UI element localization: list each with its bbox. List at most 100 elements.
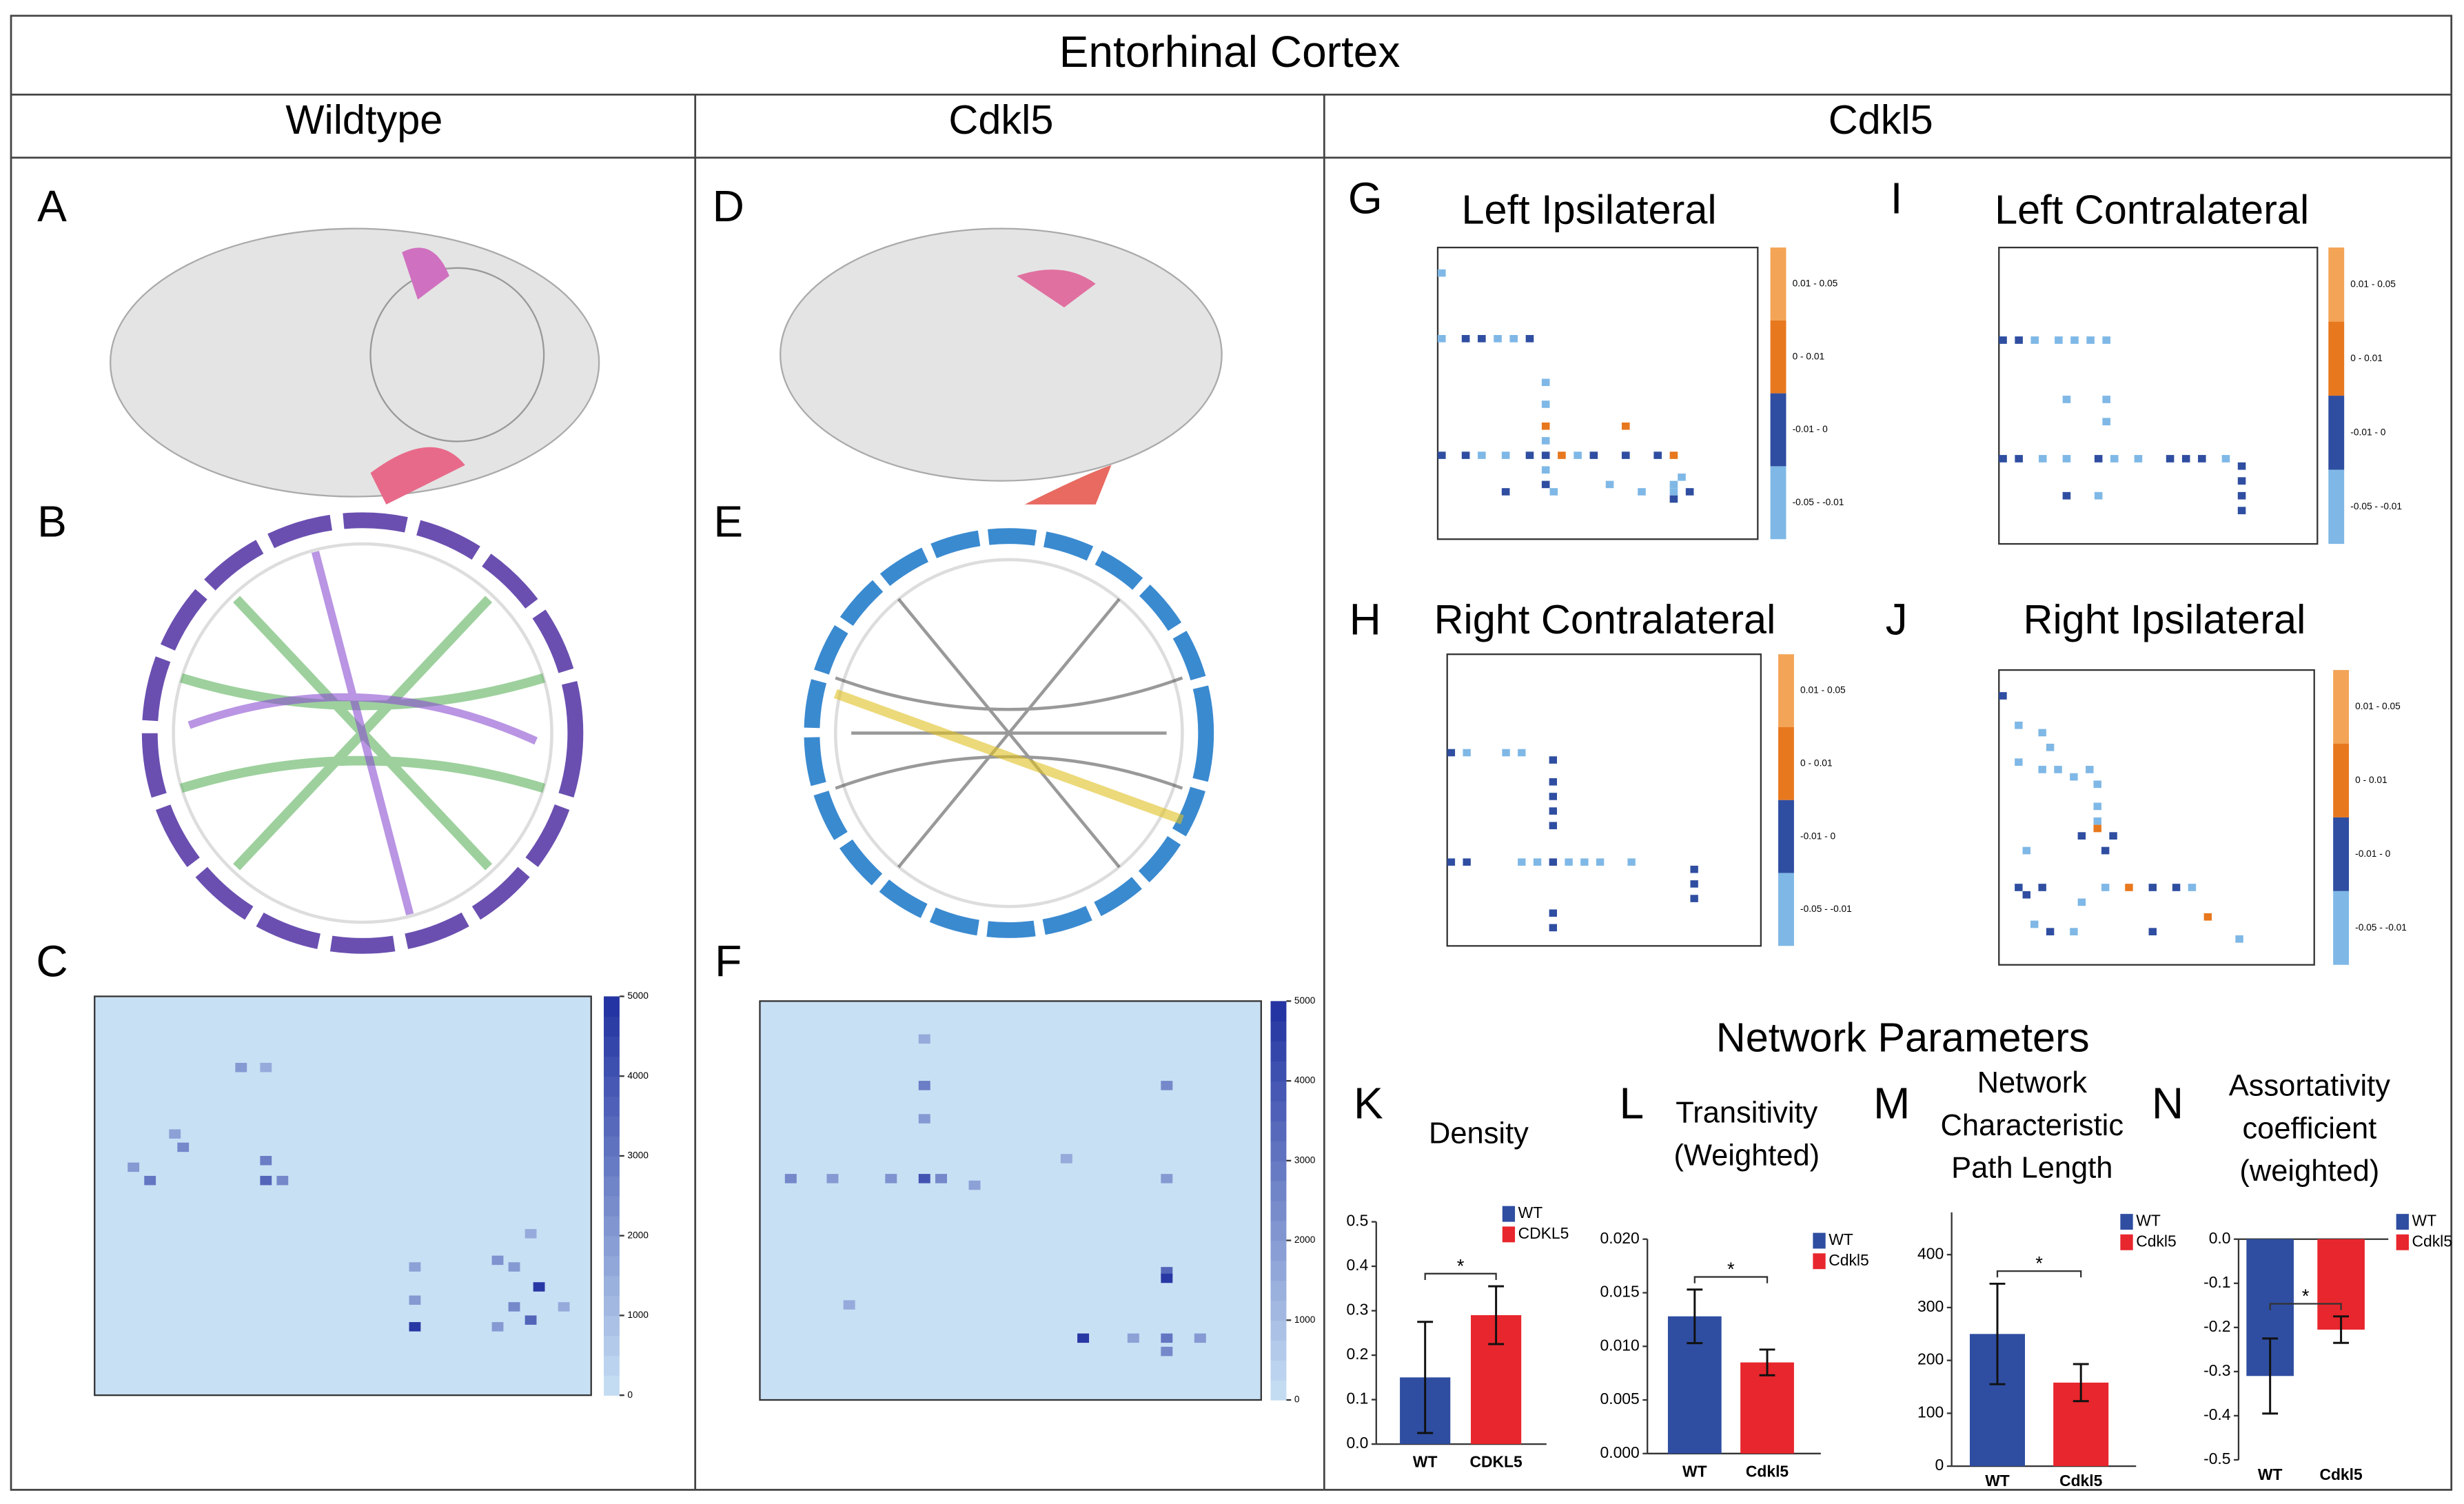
significance-mark: * (2302, 1285, 2310, 1307)
matrix-cell (2148, 884, 2157, 891)
colorbar-step (604, 1235, 620, 1257)
matrix-cell (1589, 451, 1598, 459)
matrix-cell (2094, 455, 2103, 463)
significance-bracket (1996, 1270, 2082, 1278)
colorbar-segment (2333, 817, 2350, 891)
colorbar-label: -0.01 - 0 (2350, 427, 2385, 437)
matrix-cell (1541, 422, 1550, 430)
matrix-cell (1463, 858, 1471, 866)
matrix-cell (1549, 756, 1558, 764)
matrix-cell (2109, 832, 2117, 840)
significance-bracket (1424, 1272, 1497, 1280)
heatmap-cell (885, 1174, 897, 1183)
matrix-cell (2110, 455, 2119, 463)
matrix-cell (1565, 858, 1573, 866)
y-tick-label: -0.1 (2203, 1273, 2230, 1291)
matrix-cell (2015, 884, 2023, 891)
colorbar-label: -0.01 - 0 (1800, 831, 1835, 841)
colorbar-segment (2333, 891, 2350, 965)
colorbar-step (1270, 1001, 1287, 1022)
brain-render (109, 227, 1223, 505)
matrix-cell (2022, 846, 2031, 855)
matrix-cell (1478, 335, 1486, 343)
matrix-cell (1541, 437, 1550, 445)
panel-letter: C (36, 937, 68, 986)
colorbar-segment (2328, 469, 2345, 545)
colorbar-step (1270, 1041, 1287, 1061)
matrix-cell (1461, 451, 1470, 459)
colorbar-step (604, 996, 620, 1017)
colorbar-segment (1770, 393, 1786, 467)
colorbar-step (604, 1295, 620, 1317)
legend-swatch (2396, 1214, 2409, 1230)
chart-title: Network (1977, 1066, 2088, 1099)
x-tick-label: WT (1413, 1453, 1438, 1471)
colorbar-label: 3000 (627, 1150, 649, 1161)
colorbar-label: 5000 (627, 990, 649, 1001)
matrix-cell (2203, 913, 2212, 921)
matrix-cell (1549, 807, 1558, 815)
matrix-cell (1999, 455, 2007, 463)
colorbar-step (604, 1195, 620, 1217)
colorbar-label: 0 - 0.01 (2355, 775, 2387, 785)
heatmap-cell (491, 1255, 504, 1266)
legend-swatch (2120, 1234, 2133, 1250)
panel-letter: L (1620, 1079, 1645, 1128)
column-header: Wildtype (285, 96, 442, 143)
matrix-cell (1533, 858, 1542, 866)
matrix-cell (2093, 780, 2101, 789)
matrix-cell (1501, 451, 1510, 459)
heatmap-cell (533, 1282, 545, 1292)
heatmap-frame (759, 1000, 1262, 1401)
matrix-cell (2062, 455, 2071, 463)
matrix-cell (2038, 729, 2046, 737)
heatmap-cell (918, 1081, 930, 1090)
matrix-cell (2102, 336, 2110, 344)
panel-letter: J (1886, 594, 1908, 644)
heatmap-cell (826, 1174, 839, 1183)
matrix-cell (2062, 491, 2071, 500)
matrix-cell (2235, 935, 2243, 943)
matrix-cell (1437, 335, 1446, 343)
matrix-cell (1580, 858, 1589, 866)
heatmap-cell (1194, 1333, 1206, 1343)
matrix-cell (2221, 455, 2230, 463)
colorbar-label: 0 (627, 1390, 633, 1400)
heatmap-cell (918, 1114, 930, 1124)
colorbar-step (1270, 1340, 1287, 1361)
matrix-cell (2198, 455, 2206, 463)
colorbar-step (1270, 1160, 1287, 1181)
y-tick-label: 300 (1917, 1297, 1944, 1315)
section-title: Network Parameters (1716, 1014, 2090, 1060)
colorbar-label: -0.05 - -0.01 (1800, 904, 1852, 914)
matrix-cell (2054, 766, 2062, 773)
matrix-cell (2101, 846, 2110, 855)
heatmap-cell (935, 1174, 948, 1183)
panel-letter: G (1348, 174, 1383, 223)
bar (2317, 1239, 2365, 1330)
heatmap-cell (409, 1262, 421, 1272)
y-tick-label: 0.010 (1600, 1336, 1640, 1354)
matrix-cell (2125, 884, 2133, 891)
matrix-cell (1518, 749, 1526, 757)
matrix-cell (2039, 455, 2047, 463)
matrix-cell (1605, 480, 1614, 489)
x-tick-label: WT (1682, 1462, 1707, 1480)
matrix-cell (2046, 928, 2055, 936)
y-tick-label: 0.0 (1347, 1434, 1369, 1452)
legend-swatch (1502, 1206, 1516, 1222)
x-tick-label: Cdkl5 (2059, 1472, 2103, 1490)
chord-diagram (141, 512, 1214, 954)
legend-label: WT (2412, 1212, 2437, 1230)
matrix-cell (2237, 477, 2246, 485)
colorbar-step (1270, 1061, 1287, 1081)
matrix-cell (1549, 488, 1558, 496)
matrix-cell (1541, 378, 1550, 387)
matrix-cell (1525, 335, 1534, 343)
matrix-cell (1669, 451, 1678, 459)
colorbar-segment (1778, 726, 1794, 800)
colorbar-step (1270, 1240, 1287, 1261)
y-tick-label: 0.015 (1600, 1283, 1640, 1301)
chart-title: Transitivity (1676, 1097, 1818, 1130)
heatmap-cell (1161, 1081, 1173, 1090)
